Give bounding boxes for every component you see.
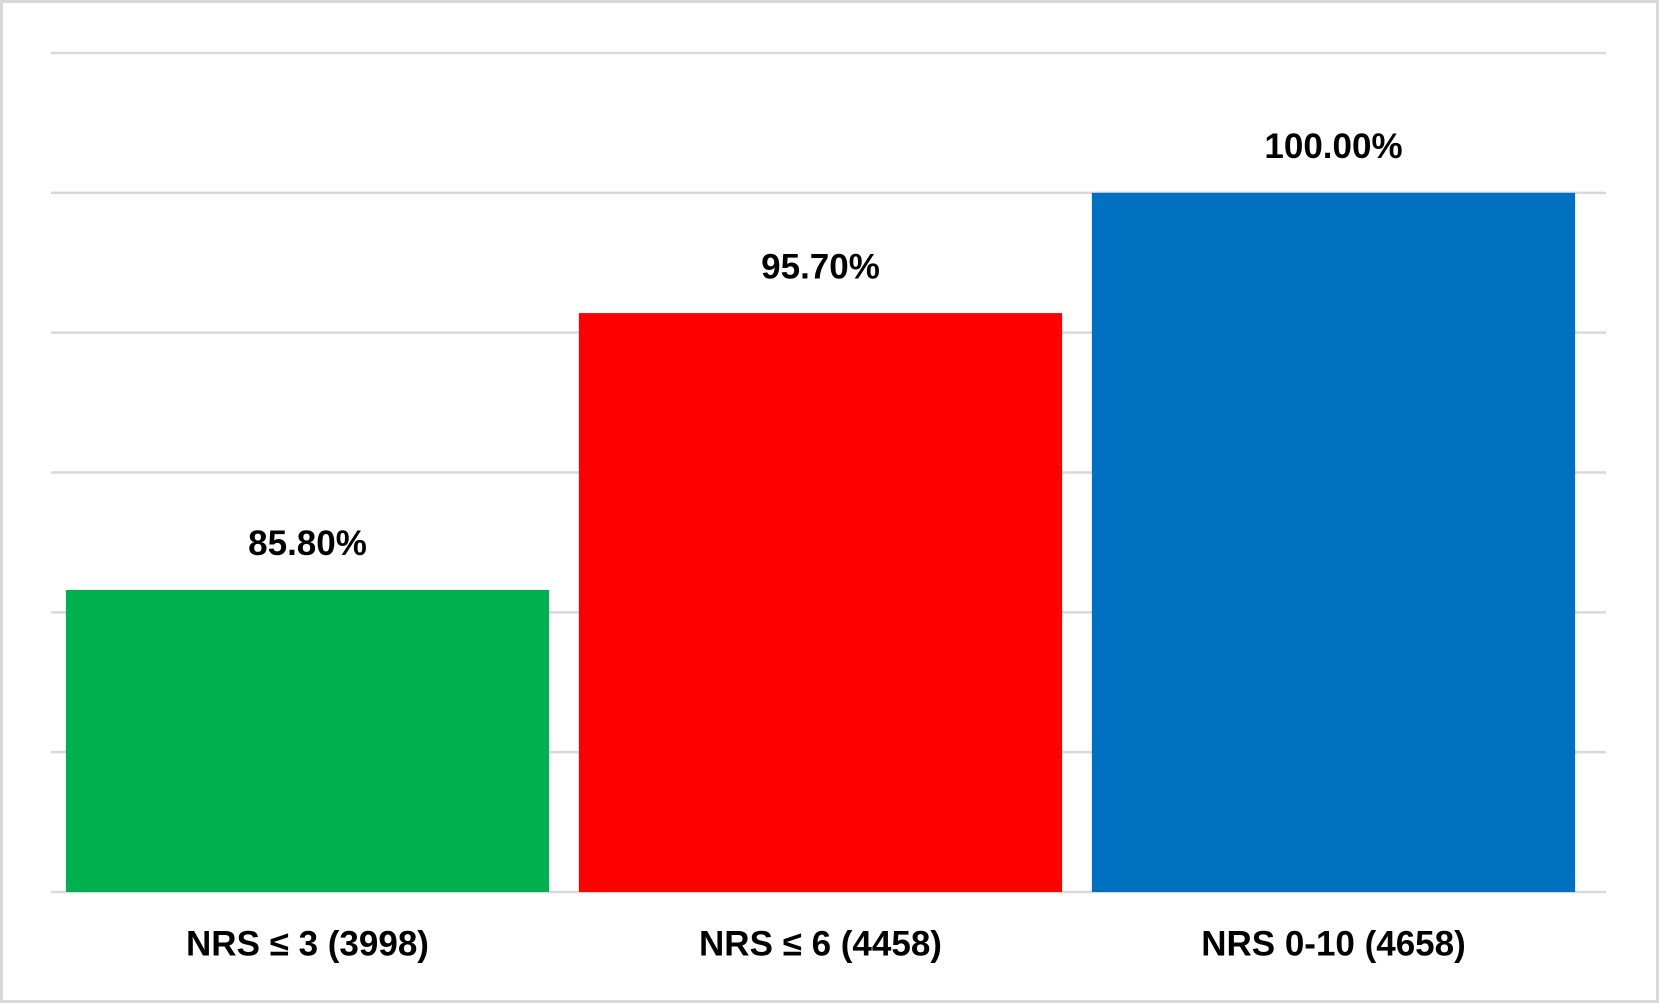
bar — [1091, 192, 1576, 893]
value-label: 100.00% — [1264, 127, 1402, 166]
value-label: 95.70% — [761, 247, 880, 286]
x-tick-label: NRS 0-10 (4658) — [1201, 924, 1466, 963]
bar — [65, 589, 550, 892]
x-tick-label: NRS ≤ 3 (3998) — [186, 924, 429, 963]
value-label: 85.80% — [248, 524, 367, 563]
x-tick-label: NRS ≤ 6 (4458) — [699, 924, 942, 963]
bar — [578, 313, 1063, 893]
